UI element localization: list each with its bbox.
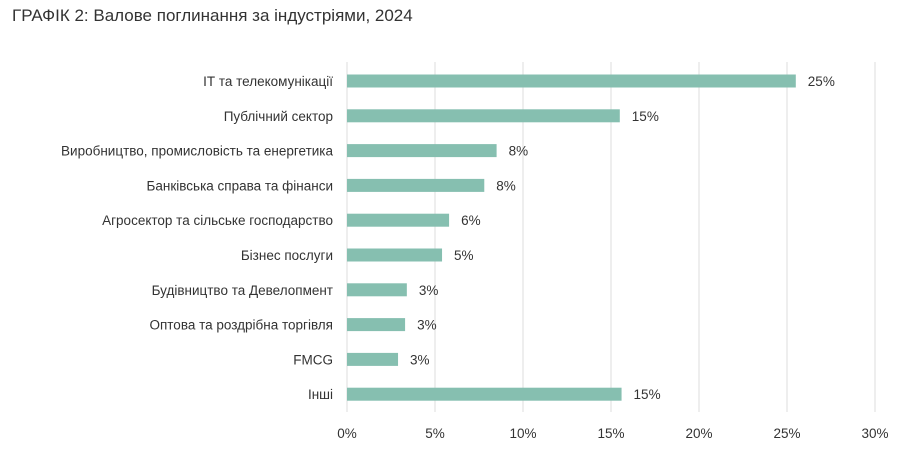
value-labels: 25% 15% 8% 8% 6% 5% 3% 3% 3% 15% [410, 74, 835, 402]
x-tick-label: 25% [773, 426, 800, 441]
bar [347, 74, 796, 88]
data-label: 3% [410, 352, 430, 367]
category-label: Оптова та роздрібна торгівля [149, 318, 333, 333]
data-label: 8% [496, 178, 516, 193]
category-label: Банківська справа та фінанси [147, 178, 333, 193]
chart-title: ГРАФІК 2: Валове поглинання за індустрія… [12, 6, 413, 25]
data-label: 3% [417, 318, 437, 333]
category-labels: ІТ та телекомунікації Публічний сектор Вир… [61, 74, 333, 402]
category-label: Будівництво та Девелопмент [152, 283, 333, 298]
category-label: Публічний сектор [224, 109, 333, 124]
bar [347, 178, 485, 192]
x-tick-label: 30% [861, 426, 888, 441]
x-tick-label: 15% [597, 426, 624, 441]
data-label: 25% [808, 74, 835, 89]
bar [347, 352, 399, 366]
data-label: 15% [634, 387, 661, 402]
bars [347, 74, 796, 401]
data-label: 5% [454, 248, 474, 263]
category-label: Бізнес послуги [241, 248, 333, 263]
category-label: FMCG [293, 352, 333, 367]
x-tick-label: 5% [425, 426, 445, 441]
x-tick-label: 20% [685, 426, 712, 441]
bar [347, 283, 407, 297]
bar [347, 109, 620, 123]
data-label: 8% [509, 144, 529, 159]
category-label: Виробництво, промисловість та енергетика [61, 144, 333, 159]
bar [347, 144, 497, 158]
x-axis-ticks: 0% 5% 10% 15% 20% 25% 30% [337, 426, 888, 441]
x-tick-label: 0% [337, 426, 357, 441]
x-tick-label: 10% [509, 426, 536, 441]
category-label: Інші [308, 387, 333, 402]
category-label: Агросектор та сільське господарство [102, 213, 333, 228]
data-label: 6% [461, 213, 481, 228]
bar [347, 318, 406, 332]
bar [347, 248, 443, 262]
data-label: 15% [632, 109, 659, 124]
bar [347, 387, 622, 401]
bar [347, 213, 450, 227]
category-label: ІТ та телекомунікації [203, 74, 333, 89]
data-label: 3% [419, 283, 439, 298]
